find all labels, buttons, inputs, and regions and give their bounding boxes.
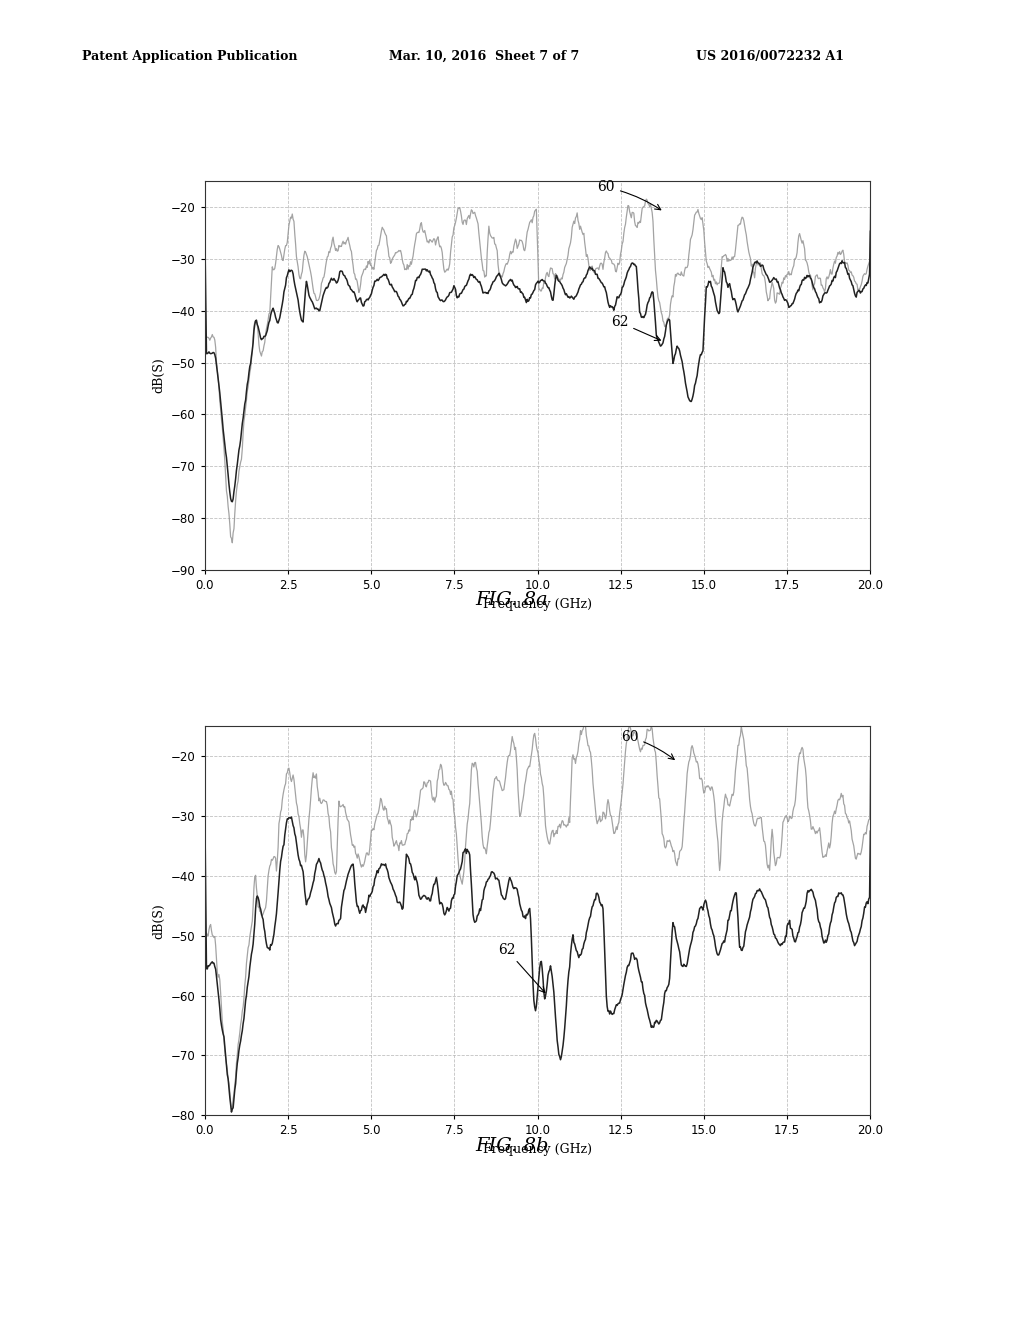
Text: FIG. 8b: FIG. 8b — [475, 1137, 549, 1155]
Y-axis label: dB(S): dB(S) — [153, 903, 166, 939]
X-axis label: Frequency (GHz): Frequency (GHz) — [483, 1143, 592, 1156]
Text: 62: 62 — [498, 942, 545, 993]
Text: 60: 60 — [598, 181, 660, 210]
Text: 60: 60 — [621, 730, 674, 759]
Y-axis label: dB(S): dB(S) — [153, 358, 166, 393]
Text: Mar. 10, 2016  Sheet 7 of 7: Mar. 10, 2016 Sheet 7 of 7 — [389, 50, 580, 63]
Text: FIG. 8a: FIG. 8a — [476, 590, 548, 609]
Text: Patent Application Publication: Patent Application Publication — [82, 50, 297, 63]
X-axis label: Frequency (GHz): Frequency (GHz) — [483, 598, 592, 611]
Text: US 2016/0072232 A1: US 2016/0072232 A1 — [696, 50, 845, 63]
Text: 62: 62 — [610, 315, 660, 341]
